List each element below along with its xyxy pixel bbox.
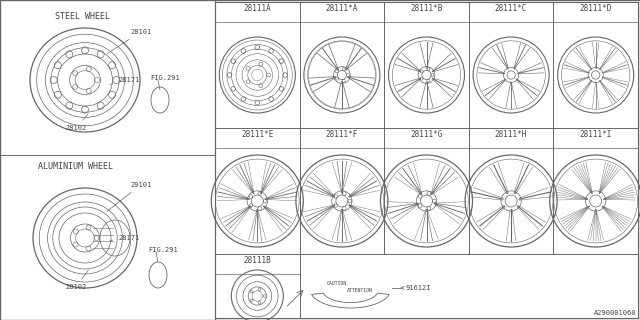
Text: A290001060: A290001060	[593, 310, 636, 316]
Text: 28111*H: 28111*H	[495, 130, 527, 139]
Text: STEEL WHEEL: STEEL WHEEL	[55, 12, 110, 21]
Text: 28111*D: 28111*D	[579, 4, 612, 13]
Text: 28111B: 28111B	[243, 256, 271, 265]
Text: 28111*E: 28111*E	[241, 130, 273, 139]
Text: 28111*C: 28111*C	[495, 4, 527, 13]
Text: 28111*A: 28111*A	[326, 4, 358, 13]
Text: 29101: 29101	[107, 182, 151, 211]
Text: 28111*F: 28111*F	[326, 130, 358, 139]
Text: ATTENTION: ATTENTION	[346, 288, 372, 293]
Text: CAUTION: CAUTION	[326, 281, 346, 286]
Text: 28111*I: 28111*I	[579, 130, 612, 139]
Text: 28101: 28101	[108, 29, 151, 53]
Text: 28111*B: 28111*B	[410, 4, 443, 13]
Text: 28102: 28102	[65, 114, 88, 131]
Text: 28171: 28171	[109, 77, 140, 84]
Text: 91612I: 91612I	[401, 285, 431, 291]
Text: 28111*G: 28111*G	[410, 130, 443, 139]
Text: FIG.291: FIG.291	[148, 247, 178, 253]
Text: 28171: 28171	[109, 235, 140, 241]
Text: 28111A: 28111A	[243, 4, 271, 13]
Text: ALUMINIUM WHEEL: ALUMINIUM WHEEL	[38, 162, 113, 171]
Text: FIG.291: FIG.291	[150, 75, 180, 81]
Text: 28102: 28102	[65, 270, 88, 290]
Polygon shape	[312, 293, 389, 308]
